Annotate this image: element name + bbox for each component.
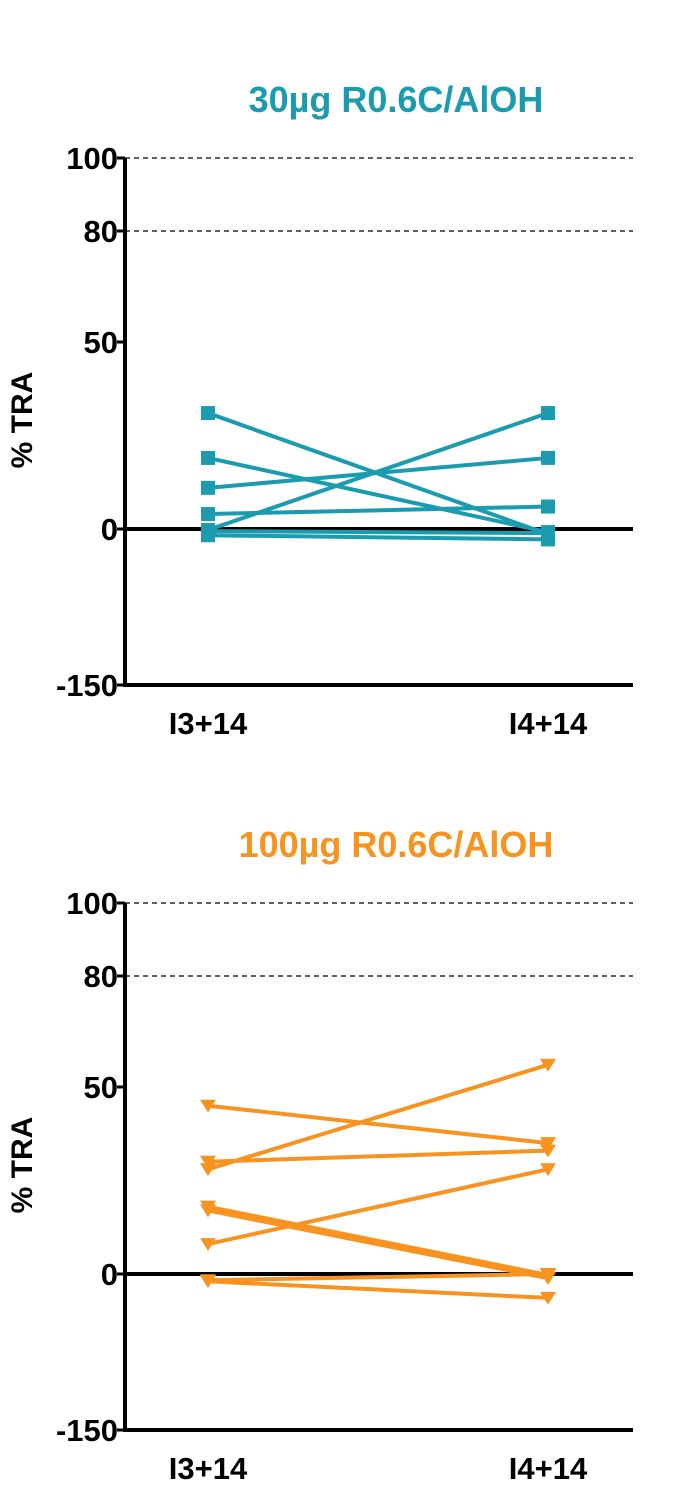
y-tick-label: -150 — [56, 668, 118, 703]
y-tick-label: 100 — [66, 141, 118, 176]
data-point-square — [541, 499, 555, 514]
data-point-triangle — [200, 1204, 216, 1218]
series-line — [207, 1062, 549, 1172]
y-tick-label: 0 — [101, 512, 118, 547]
chart-panel-100ug: 100µg R0.6C/AlOH 100 80 50 0 -150 % TRA I3+14 I4… — [0, 745, 691, 1490]
data-point-triangle — [540, 1163, 556, 1177]
chart-panel-30ug: 30µg R0.6C/AlOH 100 80 50 0 -150 % TRA I3+14 I4+… — [6, 79, 633, 741]
series-line — [207, 411, 549, 532]
data-point-triangle — [200, 1275, 216, 1289]
data-point-triangle — [200, 1155, 216, 1169]
y-tick-label: 100 — [66, 886, 118, 921]
line-chart-30ug: 30µg R0.6C/AlOH 100 80 50 0 -150 % TRA I3+14 I4+… — [6, 79, 633, 741]
series-line — [207, 529, 549, 536]
series-3 — [200, 1058, 556, 1177]
y-tick-label: -150 — [56, 1413, 118, 1448]
series-line — [207, 1204, 549, 1278]
series-6 — [200, 1163, 556, 1251]
y-tick-label: 50 — [84, 325, 118, 360]
data-point-triangle — [200, 1238, 216, 1251]
series-line — [207, 504, 549, 517]
data-point-square — [201, 507, 215, 522]
series-line — [207, 1167, 549, 1247]
series-line — [207, 533, 549, 542]
data-point-square — [541, 532, 555, 547]
data-point-triangle — [200, 1099, 216, 1113]
series-2 — [201, 450, 555, 540]
data-point-triangle — [540, 1058, 556, 1072]
x-category-label: I3+14 — [169, 706, 248, 741]
y-tick-label: 50 — [84, 1070, 118, 1105]
series-line — [207, 455, 549, 535]
x-category-label: I4+14 — [509, 706, 588, 741]
series-4 — [201, 499, 555, 522]
data-point-square — [541, 406, 555, 421]
data-point-square — [201, 406, 215, 421]
y-tick-label: 80 — [84, 214, 118, 249]
data-point-triangle — [540, 1137, 556, 1150]
series-7 — [201, 528, 555, 547]
data-point-square — [201, 480, 215, 495]
series-line — [207, 1272, 549, 1283]
x-category-label: I4+14 — [509, 1451, 588, 1486]
line-chart-100ug: 100µg R0.6C/AlOH 100 80 50 0 -150 % TRA I3+14 I4… — [6, 824, 633, 1486]
data-point-triangle — [200, 1163, 216, 1177]
series-line — [207, 1279, 549, 1300]
series-2 — [200, 1144, 556, 1169]
series-line — [207, 1103, 549, 1146]
data-point-triangle — [540, 1291, 556, 1305]
series-line — [207, 1208, 549, 1281]
data-point-square — [201, 528, 215, 543]
series-line — [207, 1148, 549, 1164]
y-axis-label: % TRA — [6, 372, 39, 469]
y-tick-label: 80 — [84, 959, 118, 994]
series-8 — [200, 1275, 556, 1305]
chart-title: 30µg R0.6C/AlOH — [249, 79, 544, 120]
series-1 — [200, 1099, 556, 1150]
y-tick-label: 0 — [101, 1257, 118, 1292]
data-point-square — [541, 450, 555, 465]
data-point-square — [201, 450, 215, 465]
data-point-triangle — [540, 1268, 556, 1281]
y-axis-label: % TRA — [6, 1117, 39, 1214]
chart-title: 100µg R0.6C/AlOH — [239, 824, 554, 865]
x-category-label: I3+14 — [169, 1451, 248, 1486]
data-point-triangle — [540, 1144, 556, 1158]
